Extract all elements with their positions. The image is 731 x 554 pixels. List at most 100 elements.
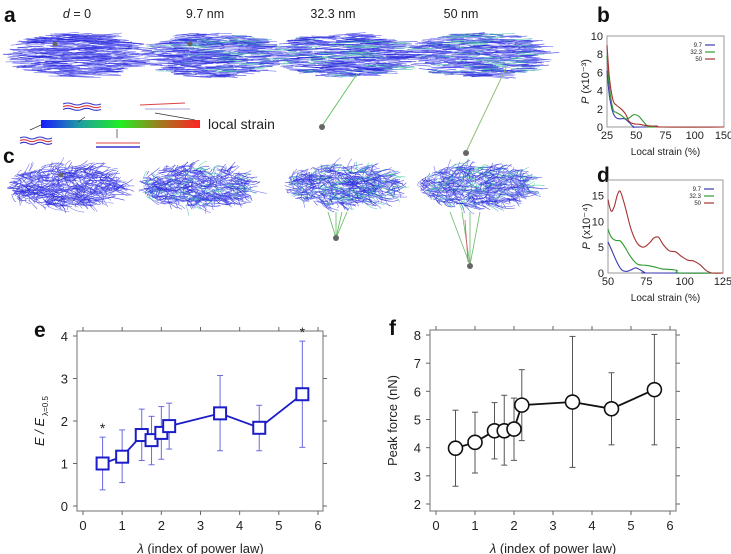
pointer-arrow: [29, 124, 42, 131]
fiber: [229, 187, 243, 191]
fiber: [98, 55, 121, 57]
fiber: [220, 56, 231, 58]
fiber: [187, 197, 204, 200]
fiber: [178, 38, 190, 40]
fiber: [145, 42, 168, 46]
fiber-network-a-2: [271, 32, 429, 78]
fiber: [54, 163, 60, 170]
fiber: [147, 193, 160, 199]
data-point: [252, 420, 267, 435]
fiber: [179, 177, 192, 182]
fiber: [148, 196, 160, 206]
fiber: [491, 75, 516, 79]
stretched-fiber: [335, 211, 343, 239]
fiber: [439, 175, 446, 180]
fiber: [378, 181, 397, 185]
fiber: [349, 191, 353, 198]
fiber: [509, 35, 528, 38]
fiber: [102, 182, 107, 188]
fiber: [364, 200, 385, 206]
fiber: [374, 62, 391, 64]
fiber: [327, 62, 356, 65]
fiber: [239, 177, 251, 180]
fiber: [284, 185, 295, 189]
fiber: [68, 74, 95, 76]
fiber: [348, 200, 365, 202]
fiber: [328, 187, 345, 193]
fiber: [446, 38, 473, 41]
data-point: [513, 397, 530, 413]
fiber: [190, 178, 204, 188]
fiber: [453, 186, 460, 193]
fiber: [188, 55, 204, 57]
fiber: [483, 54, 501, 57]
fiber: [509, 174, 519, 184]
y-axis-text: Peak force (nN): [385, 375, 400, 466]
fiber: [510, 177, 517, 185]
fiber: [431, 180, 437, 186]
fiber: [457, 168, 464, 176]
fiber: [65, 168, 69, 180]
fiber: [197, 71, 216, 74]
fiber: [83, 180, 94, 185]
fiber: [45, 172, 50, 179]
fiber: [315, 74, 343, 78]
fiber: [176, 187, 183, 194]
fiber: [300, 170, 307, 175]
fiber: [493, 51, 518, 55]
fiber: [473, 168, 476, 175]
fiber: [181, 73, 191, 75]
fiber: [154, 44, 166, 46]
fiber: [426, 44, 447, 47]
fiber: [16, 179, 21, 191]
fiber: [74, 171, 83, 180]
fiber: [187, 174, 197, 178]
fiber: [216, 174, 233, 182]
fiber: [96, 72, 120, 76]
fiber: [168, 165, 185, 171]
fiber: [287, 50, 297, 52]
fiber: [306, 181, 312, 188]
fiber: [363, 69, 391, 73]
fiber: [470, 201, 483, 205]
fiber: [331, 189, 348, 198]
fiber: [194, 197, 205, 203]
fiber: [114, 188, 128, 197]
fiber: [239, 41, 266, 44]
fiber: [84, 49, 99, 52]
fiber: [472, 204, 481, 211]
fiber-network-c-0: [7, 157, 135, 213]
fiber: [39, 173, 50, 176]
fiber: [476, 187, 487, 193]
fiber: [419, 68, 438, 71]
fiber: [504, 186, 526, 188]
fiber: [9, 187, 21, 189]
fiber: [361, 163, 374, 173]
fiber: [200, 59, 219, 62]
fiber: [464, 35, 477, 37]
fiber: [364, 180, 376, 190]
fiber: [222, 41, 238, 44]
fiber: [11, 194, 17, 202]
fiber: [357, 51, 380, 54]
fiber: [26, 190, 40, 195]
fiber: [453, 67, 479, 70]
fiber: [430, 40, 445, 43]
fiber: [120, 66, 142, 68]
fiber: [227, 178, 237, 185]
fiber: [142, 170, 148, 180]
fiber: [89, 174, 99, 177]
fiber: [176, 63, 193, 65]
fiber: [176, 40, 196, 42]
fiber: [470, 44, 489, 47]
fiber: [181, 185, 188, 195]
fiber: [206, 187, 219, 191]
fiber: [126, 44, 145, 47]
distance-text: 9.7 nm: [185, 7, 225, 21]
fiber: [501, 46, 526, 48]
fiber: [295, 181, 304, 190]
fiber: [55, 31, 80, 35]
fiber: [379, 186, 393, 191]
fiber: [149, 45, 163, 47]
fiber: [170, 203, 179, 209]
